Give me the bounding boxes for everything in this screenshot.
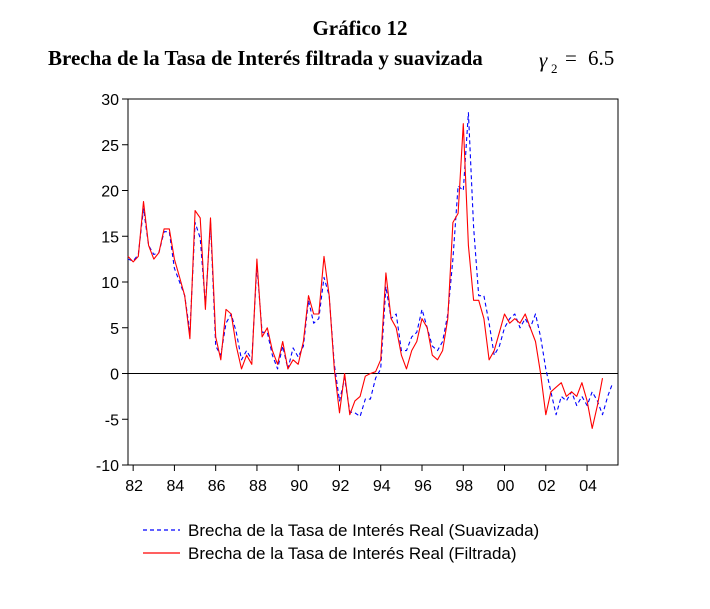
formula-subscript: 2 [551,61,558,76]
x-tick-label: 04 [579,478,597,495]
x-tick-label: 00 [497,478,515,495]
y-tick-label: 5 [110,321,119,338]
y-tick-label: 10 [101,275,119,292]
y-axis: 30 25 20 15 10 5 0 -5 -10 [96,92,128,475]
plot-frame [127,98,619,466]
formula-symbol: γ [539,48,548,72]
x-tick-label: 88 [249,478,267,495]
x-tick-label: 86 [208,478,226,495]
x-tick-label: 02 [538,478,556,495]
formula-value: 6.5 [588,46,614,70]
legend: Brecha de la Tasa de Interés Real (Suavi… [143,521,539,563]
chart-title: Gráfico 12 [312,16,407,40]
y-tick-label: -10 [96,458,119,475]
x-tick-label: 90 [290,478,308,495]
chart-subtitle-line: Brecha de la Tasa de Interés filtrada y … [48,46,614,76]
y-tick-label: 25 [101,138,119,155]
x-axis: 82 84 86 88 90 92 94 96 98 00 02 04 [125,465,597,495]
x-tick-label: 98 [455,478,473,495]
y-tick-label: 20 [101,184,119,201]
series-layer [127,112,614,429]
series-line-filtrada [127,123,604,429]
x-tick-label: 94 [373,478,391,495]
y-tick-label: 0 [110,367,119,384]
x-tick-label: 92 [332,478,350,495]
x-tick-label: 96 [414,478,432,495]
legend-label-filtrada: Brecha de la Tasa de Interés Real (Filtr… [188,544,517,563]
y-tick-label: 15 [101,229,119,246]
x-tick-label: 82 [125,478,143,495]
y-tick-label: 30 [101,92,119,109]
legend-label-suavizada: Brecha de la Tasa de Interés Real (Suavi… [188,521,539,540]
x-tick-label: 84 [167,478,185,495]
formula-equals: = [565,46,577,70]
chart-subtitle: Brecha de la Tasa de Interés filtrada y … [48,46,483,70]
y-tick-label: -5 [105,412,119,429]
